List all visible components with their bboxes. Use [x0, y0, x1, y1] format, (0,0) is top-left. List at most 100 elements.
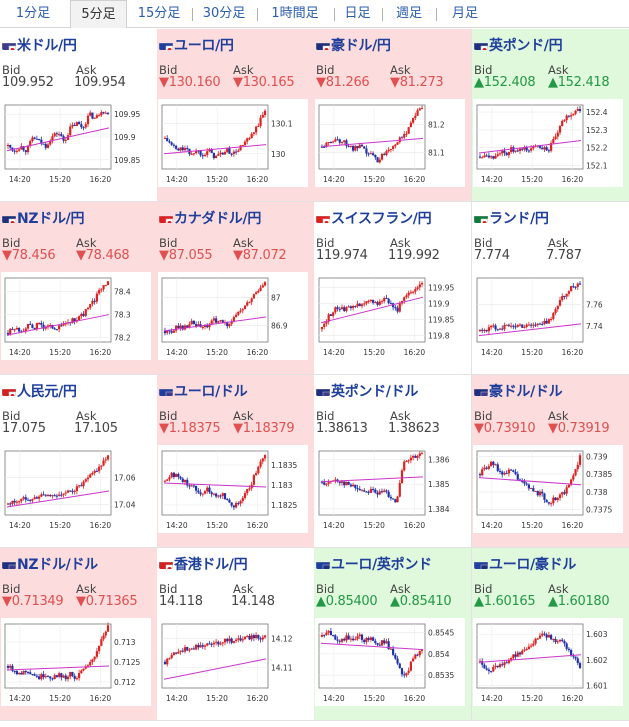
candle-body [248, 138, 251, 140]
price-chart[interactable]: 81.2 81.1 14:20 15:20 16:20 [315, 99, 465, 187]
card-header[interactable]: カナダドル/円 [157, 208, 314, 227]
price-chart[interactable]: 17.06 17.04 14:20 15:20 16:20 [1, 445, 151, 533]
currency-card[interactable]: ユーロ/豪ドル Bid Ask ▲1.60165 ▲1.60180 1.603 1.602 1… [472, 548, 629, 721]
tab-7[interactable]: 月足 [451, 6, 478, 21]
price-chart[interactable]: 0.713 0.7125 0.712 14:20 15:20 16:20 [1, 618, 151, 706]
card-header[interactable]: 豪ドル/ドル [472, 381, 629, 400]
pair-name-link[interactable]: スイスフラン/円 [331, 211, 432, 227]
card-header[interactable]: ユーロ/ドル [157, 381, 314, 400]
pair-name-link[interactable]: ランド/円 [489, 211, 549, 227]
candle-body [226, 499, 229, 501]
pair-name-link[interactable]: ユーロ/円 [174, 38, 234, 54]
candle-body [372, 153, 375, 156]
candle-body [389, 303, 392, 305]
candle-body [523, 326, 526, 328]
card-header[interactable]: 米ドル/円 [0, 35, 157, 54]
card-header[interactable]: ランド/円 [472, 208, 629, 227]
currency-card[interactable]: 香港ドル/円 Bid Ask 14.118 14.148 14.12 14.11 14:20 1… [157, 548, 315, 721]
pair-name-link[interactable]: 豪ドル/円 [331, 38, 391, 54]
card-header[interactable]: 英ポンド/円 [472, 35, 629, 54]
currency-card[interactable]: NZドル/円 Bid Ask ▼78.456 ▼78.468 78.4 78.3 78.2 14… [0, 202, 158, 375]
candle-body [340, 638, 344, 642]
card-header[interactable]: NZドル/ドル [0, 554, 157, 573]
candle-body [550, 318, 553, 320]
bid-number: 87.055 [168, 248, 213, 263]
candle-body [15, 671, 18, 675]
candle-body [69, 126, 72, 136]
pair-name-link[interactable]: NZドル/円 [17, 211, 85, 227]
price-chart[interactable]: 14.12 14.11 14:20 15:20 16:20 [158, 618, 308, 706]
pair-name-link[interactable]: 人民元/円 [17, 384, 77, 400]
price-chart[interactable]: 109.95 109.9 109.85 14:20 15:20 16:20 [1, 99, 151, 187]
price-chart[interactable]: 7.76 7.74 14:20 15:20 16:20 [473, 272, 623, 360]
currency-card[interactable]: ランド/円 Bid Ask 7.774 7.787 7.76 7.74 14:20 15:20 1… [472, 202, 629, 375]
down-arrow-icon: ▼ [76, 594, 86, 609]
candle-body [186, 479, 189, 486]
currency-card[interactable]: NZドル/ドル Bid Ask ▼0.71349 ▼0.71365 0.713 0.7125… [0, 548, 158, 721]
card-header[interactable]: 英ポンド/ドル [314, 381, 471, 400]
price-chart[interactable]: 0.739 0.7385 0.738 0.7375 14:20 15:20 16:20 [473, 445, 623, 533]
pair-name-link[interactable]: 英ポンド/円 [489, 38, 563, 54]
candle-body [541, 491, 544, 494]
tab-1[interactable]: 5分足 [70, 0, 127, 28]
tab-3[interactable]: 30分足 [202, 6, 246, 21]
price-chart[interactable]: 1.603 1.602 1.601 14:20 15:20 16:20 [473, 618, 623, 706]
card-header[interactable]: 香港ドル/円 [157, 554, 314, 573]
candle-body [257, 634, 260, 639]
pair-name-link[interactable]: 英ポンド/ドル [331, 384, 419, 400]
candle-body [210, 492, 213, 495]
card-header[interactable]: ユーロ/円 [157, 35, 314, 54]
currency-card[interactable]: 豪ドル/ドル Bid Ask ▼0.73910 ▼0.73919 0.739 0.7385 0… [472, 375, 629, 548]
card-header[interactable]: 豪ドル/円 [314, 35, 471, 54]
price-chart[interactable]: 87 86.9 14:20 15:20 16:20 [158, 272, 308, 360]
pair-name-link[interactable]: ユーロ/豪ドル [489, 557, 577, 573]
chart-frame [4, 623, 112, 689]
candle-body [369, 299, 372, 301]
currency-card[interactable]: 豪ドル/円 Bid Ask ▼81.266 ▼81.273 81.2 81.1 14:20 15… [314, 29, 472, 202]
card-header[interactable]: 人民元/円 [0, 381, 157, 400]
price-chart[interactable]: 0.8545 0.854 0.8535 14:20 15:20 16:20 [315, 618, 465, 706]
currency-card[interactable]: 英ポンド/円 Bid Ask ▲152.408 ▲152.418 152.4 152.3 15… [472, 29, 629, 202]
currency-card[interactable]: 人民元/円 Bid Ask 17.075 17.105 17.06 17.04 14:20 15… [0, 375, 158, 548]
candle-body [414, 115, 417, 119]
tab-5[interactable]: 日足 [344, 6, 371, 21]
pair-name-link[interactable]: 豪ドル/ドル [489, 384, 563, 400]
currency-card[interactable]: 米ドル/円 Bid Ask 109.952 109.954 109.95 109.9 109.… [0, 29, 158, 202]
candle-body [356, 488, 359, 490]
candle-body [547, 319, 550, 324]
price-chart[interactable]: 78.4 78.3 78.2 14:20 15:20 16:20 [1, 272, 151, 360]
card-header[interactable]: ユーロ/豪ドル [472, 554, 629, 573]
currency-card[interactable]: ユーロ/英ポンド Bid Ask ▲0.85400 ▲0.85410 0.8545 0.85… [314, 548, 472, 721]
currency-card[interactable]: ユーロ/円 Bid Ask ▼130.160 ▼130.165 130.1 130 14:20… [157, 29, 315, 202]
price-chart[interactable]: 1.386 1.385 1.384 14:20 15:20 16:20 [315, 445, 465, 533]
tab-0[interactable]: 1分足 [15, 6, 51, 21]
candle-body [558, 494, 562, 499]
pair-name-link[interactable]: NZドル/ドル [17, 557, 98, 573]
card-header[interactable]: スイスフラン/円 [314, 208, 471, 227]
y-tick-label: 109.85 [114, 156, 140, 165]
price-chart[interactable]: 152.4 152.3 152.2 152.1 14:20 15:20 16:20 [473, 99, 623, 187]
currency-card[interactable]: ユーロ/ドル Bid Ask ▼1.18375 ▼1.18379 1.1835 1.183 1… [157, 375, 315, 548]
price-chart[interactable]: 1.1835 1.183 1.1825 14:20 15:20 16:20 [158, 445, 308, 533]
candle-body [257, 466, 260, 474]
price-chart[interactable]: 119.95 119.9 119.85 119.8 14:20 15:20 16:20 [315, 272, 465, 360]
pair-name-link[interactable]: ユーロ/ドル [174, 384, 248, 400]
candle-body [487, 466, 490, 469]
tab-6[interactable]: 週足 [395, 6, 422, 21]
card-header[interactable]: NZドル/円 [0, 208, 157, 227]
currency-card[interactable]: スイスフラン/円 Bid Ask 119.974 119.992 119.95 119.9 1… [314, 202, 472, 375]
y-tick-label: 1.1825 [271, 501, 297, 510]
candle-body [261, 114, 264, 118]
pair-name-link[interactable]: 香港ドル/円 [174, 557, 248, 573]
currency-card[interactable]: カナダドル/円 Bid Ask ▼87.055 ▼87.072 87 86.9 14:20 15… [157, 202, 315, 375]
pair-name-link[interactable]: 米ドル/円 [17, 38, 77, 54]
currency-card[interactable]: 英ポンド/ドル Bid Ask 1.38613 1.38623 1.386 1.385 1.3… [314, 375, 472, 548]
price-chart[interactable]: 130.1 130 14:20 15:20 16:20 [158, 99, 308, 187]
pair-name-link[interactable]: カナダドル/円 [174, 211, 262, 227]
bid-label: Bid [2, 409, 21, 423]
tab-4[interactable]: 1時間足 [271, 6, 319, 21]
tab-2[interactable]: 15分足 [137, 6, 181, 21]
candle-body [263, 110, 267, 115]
pair-name-link[interactable]: ユーロ/英ポンド [331, 557, 432, 573]
card-header[interactable]: ユーロ/英ポンド [314, 554, 471, 573]
